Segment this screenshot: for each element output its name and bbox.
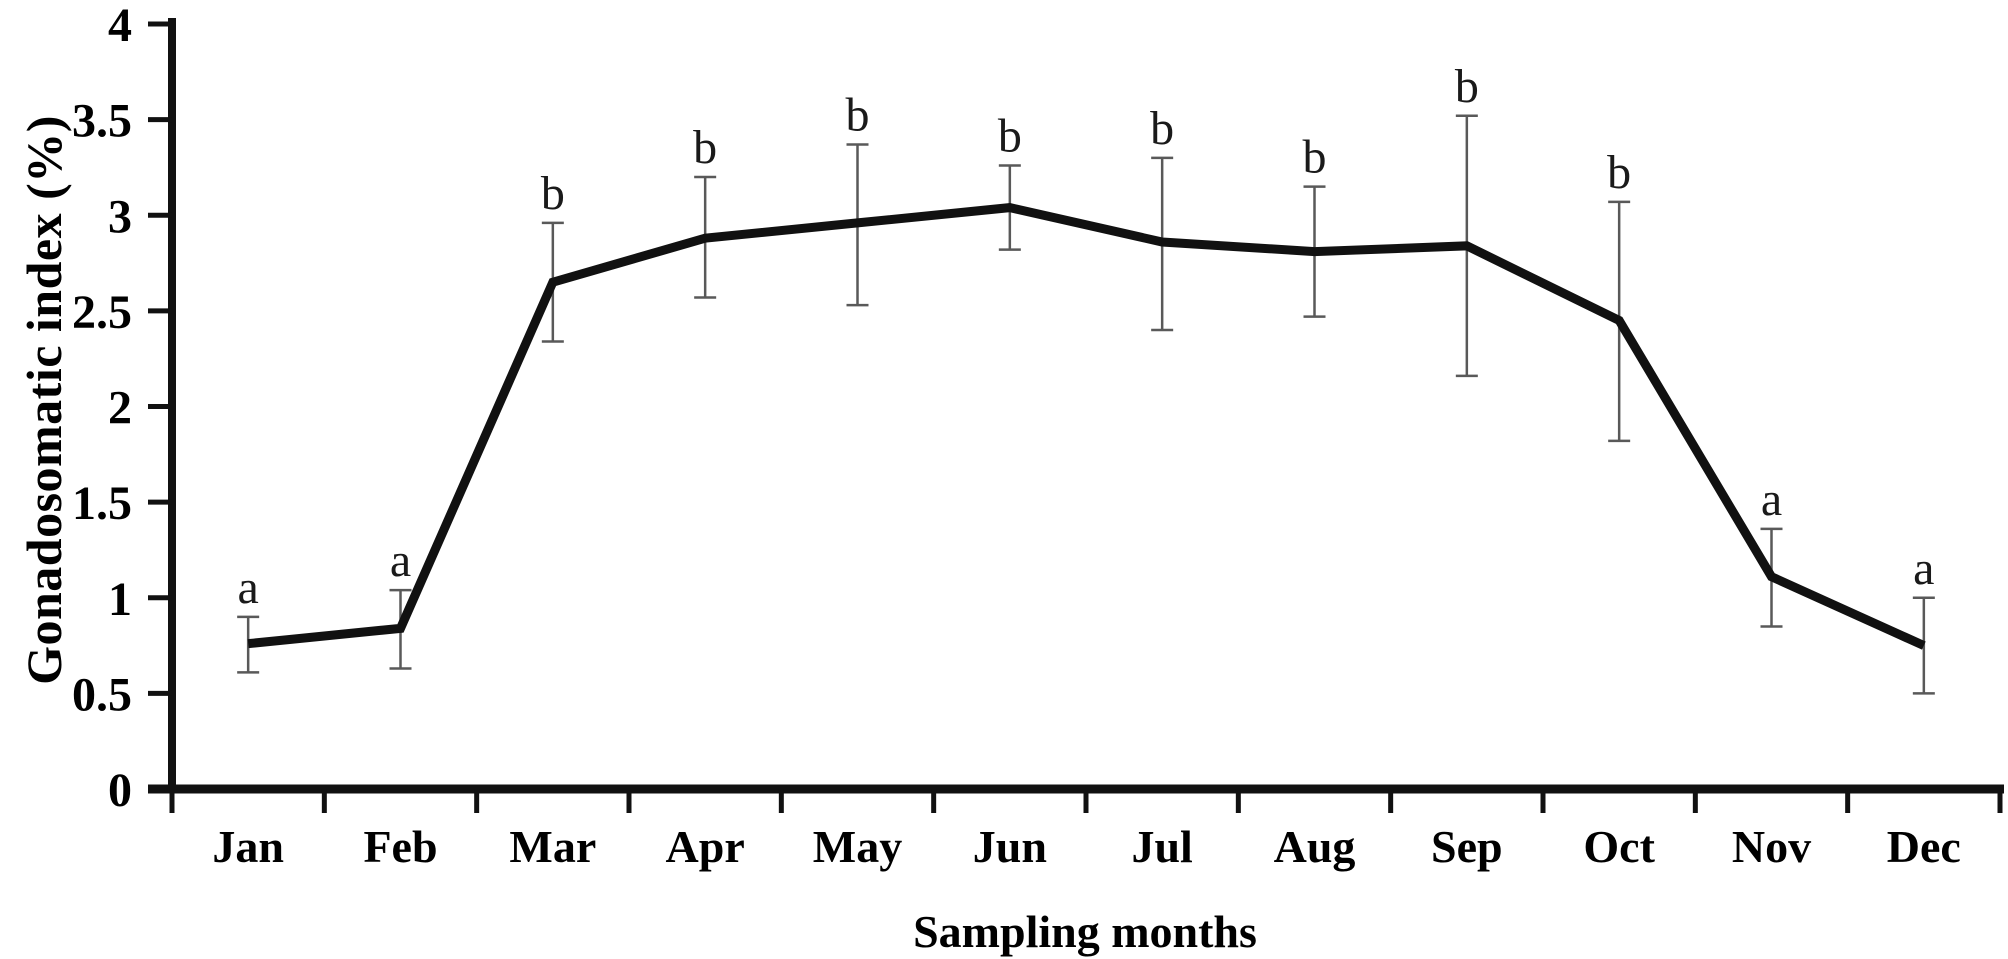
month-label: Nov — [1732, 821, 1811, 872]
error-bar — [237, 615, 260, 674]
x-tick-labels: Jan Feb Mar Apr May Jun Jul Aug Sep Oct Nov Dec — [212, 821, 1960, 872]
y-tick-label: 0 — [108, 764, 132, 817]
month-label: Feb — [363, 821, 437, 872]
y-tick-label: 3 — [108, 190, 132, 243]
month-label: Jul — [1131, 821, 1192, 872]
significance-letter: b — [693, 121, 717, 174]
error-bars — [237, 114, 1935, 695]
x-ticks — [169, 789, 2003, 813]
significance-letter: a — [1761, 473, 1782, 526]
month-label: Jan — [212, 821, 284, 872]
y-tick-label: 3.5 — [72, 95, 132, 148]
significance-letter: b — [998, 110, 1022, 163]
significance-letters: a a b b b b b b b b a a — [238, 60, 1935, 614]
significance-letter: b — [1303, 131, 1327, 184]
significance-letter: b — [1150, 102, 1174, 155]
axes — [148, 18, 2004, 794]
significance-letter: b — [541, 167, 565, 220]
significance-letter: b — [1455, 60, 1479, 113]
significance-letter: b — [1607, 146, 1631, 199]
month-label: Oct — [1583, 821, 1655, 872]
month-label: Mar — [509, 821, 596, 872]
y-tick-label: 1.5 — [72, 477, 132, 530]
month-label: Apr — [666, 821, 745, 872]
month-label: May — [813, 821, 902, 872]
y-tick-label: 4 — [108, 0, 132, 52]
significance-letter: a — [238, 561, 259, 614]
y-ticks: 0 0.5 1 1.5 2 2.5 3 3.5 4 — [72, 0, 172, 817]
month-label: Jun — [973, 821, 1047, 872]
month-label: Dec — [1887, 821, 1961, 872]
y-tick-label: 1 — [108, 573, 132, 626]
y-tick-label: 0.5 — [72, 668, 132, 721]
significance-letter: a — [390, 534, 411, 587]
y-tick-label: 2.5 — [72, 286, 132, 339]
month-label: Aug — [1274, 821, 1356, 872]
significance-letter: a — [1913, 542, 1934, 595]
series-line — [247, 203, 1926, 650]
y-axis-title: Gonadosomatic index (%) — [16, 115, 72, 685]
significance-letter: b — [846, 88, 870, 141]
y-tick-label: 2 — [108, 382, 132, 435]
month-label: Sep — [1431, 821, 1503, 872]
x-axis-title: Sampling months — [913, 906, 1257, 957]
